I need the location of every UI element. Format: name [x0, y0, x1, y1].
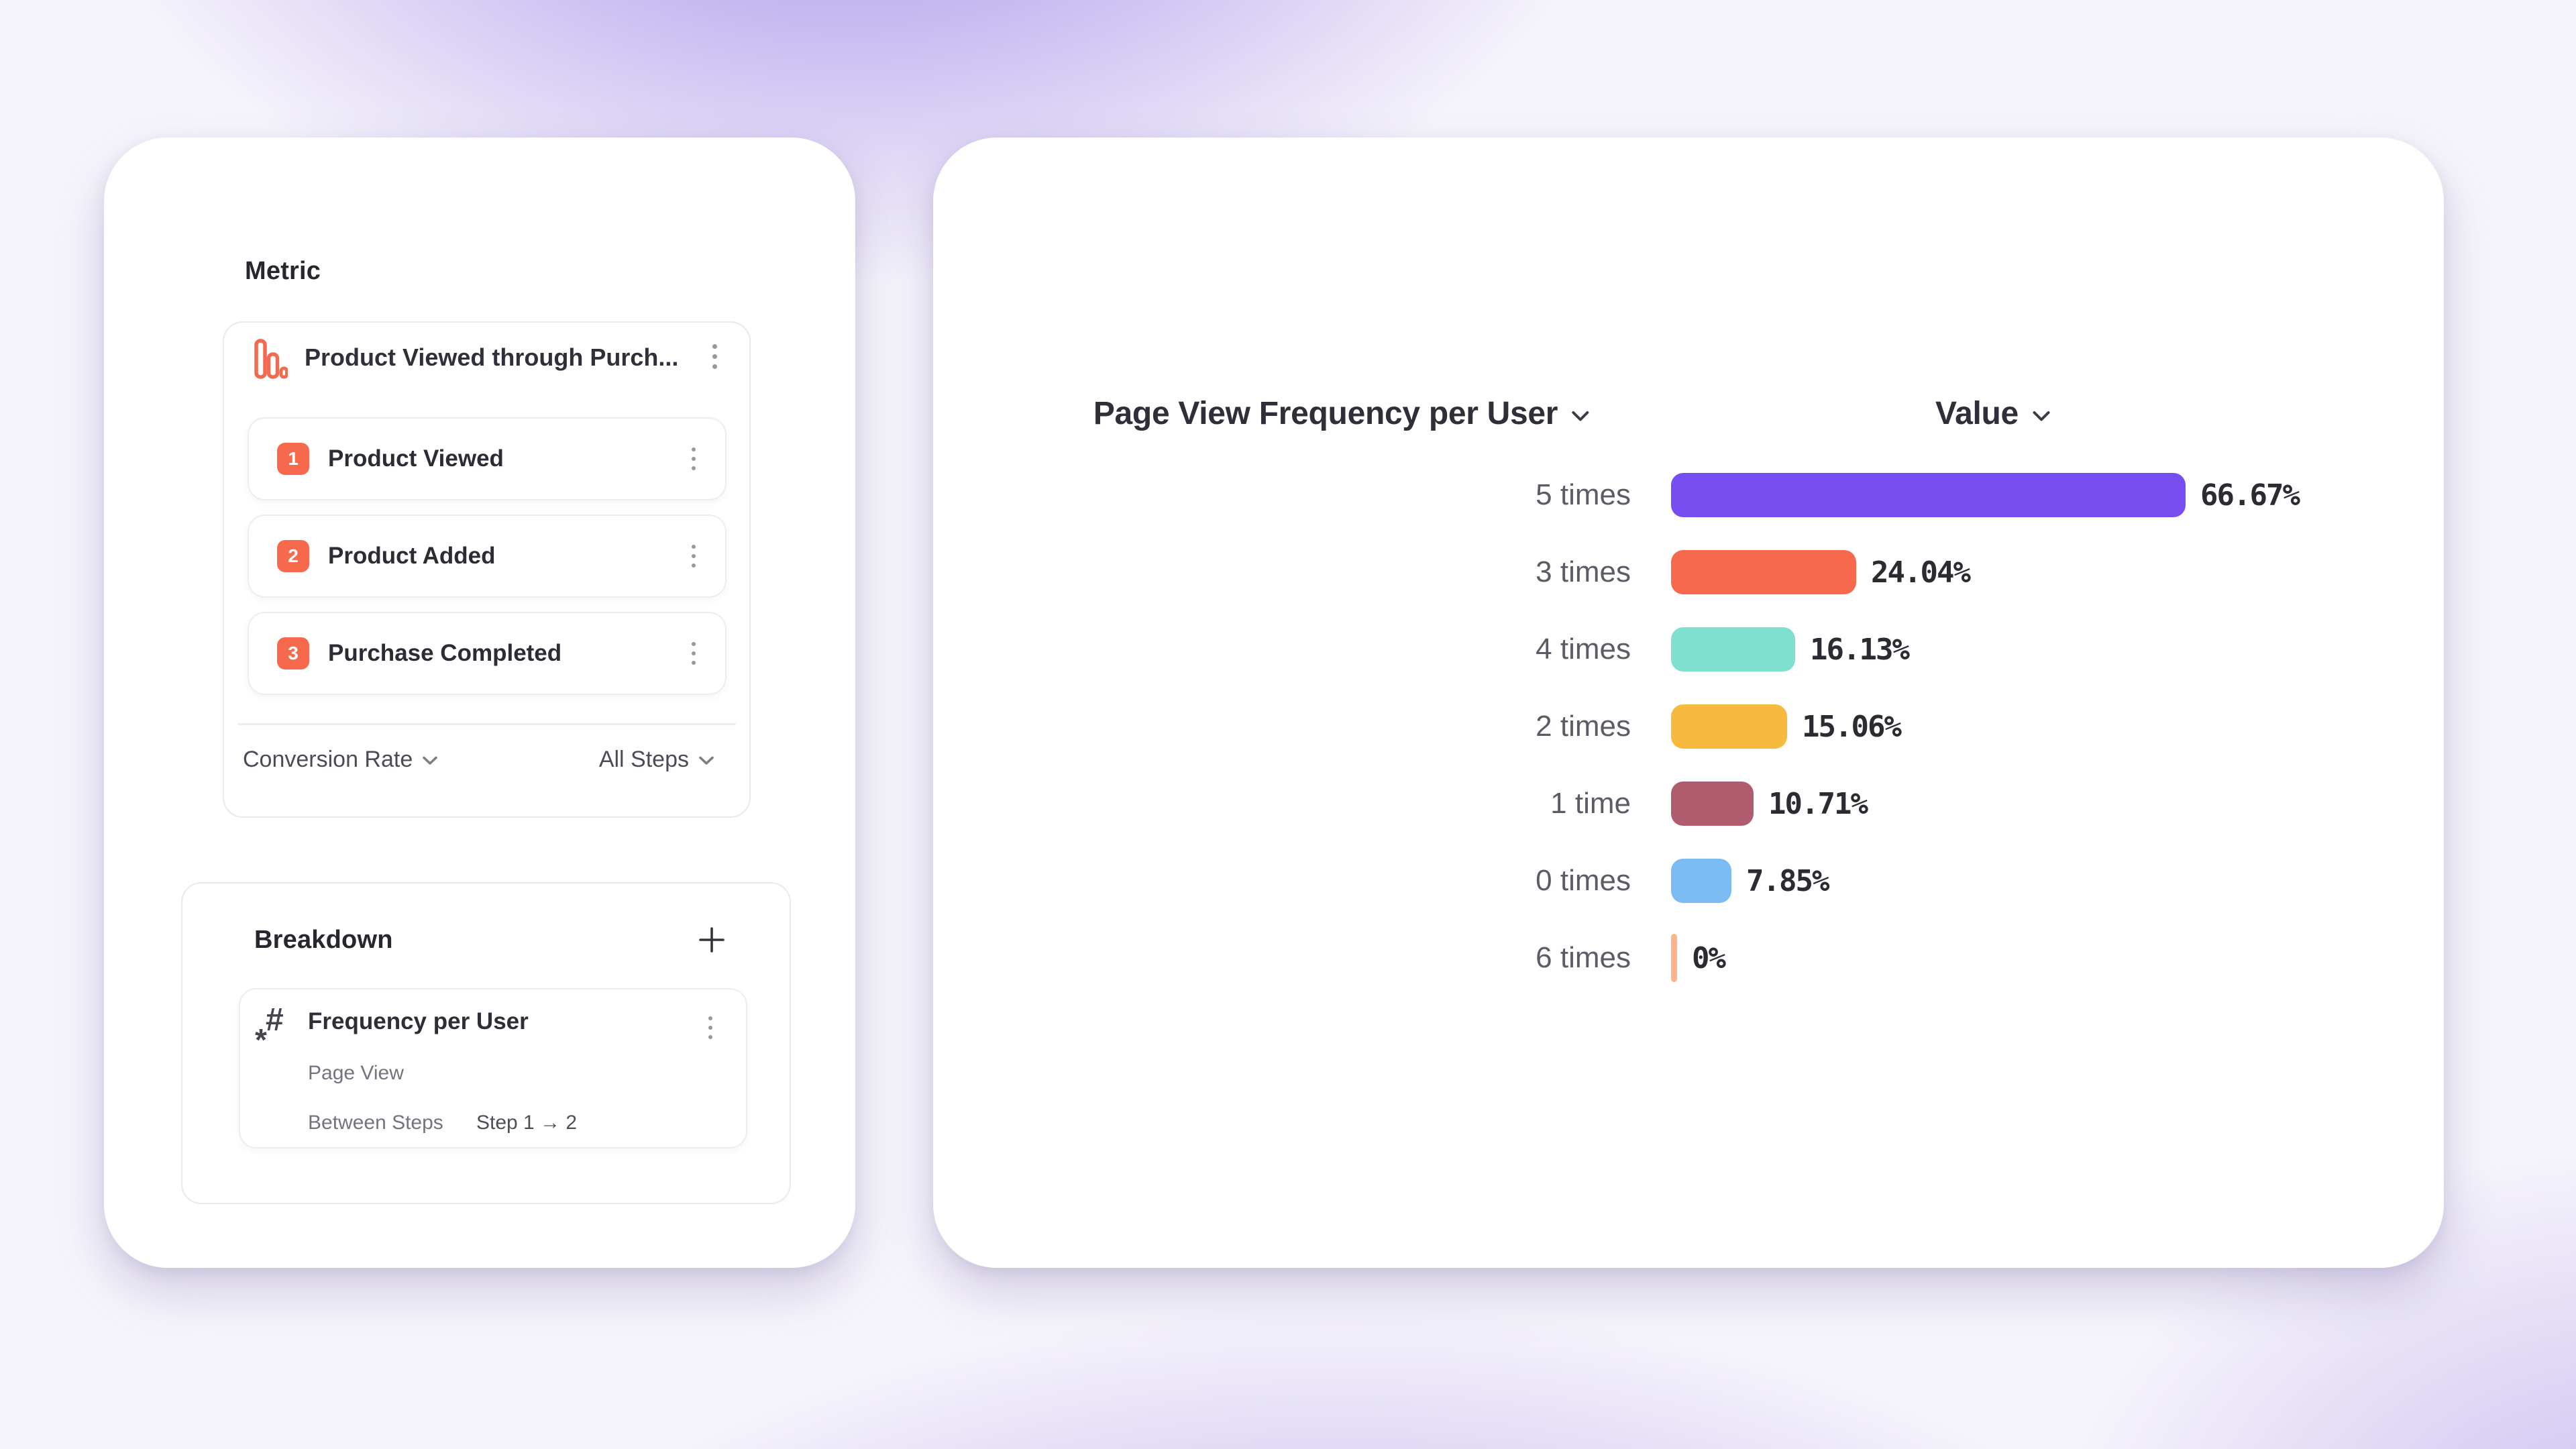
category-label: 3 times	[1536, 555, 1631, 588]
chart-row: 5 times 66.67%	[933, 473, 2444, 517]
kebab-menu-icon[interactable]	[708, 340, 721, 373]
breakdown-scope-value: Step 1 → 2	[476, 1112, 578, 1134]
value-column-header: Value	[1935, 395, 2019, 431]
breakdown-property-card[interactable]: # * Frequency per User Page View Between …	[239, 988, 747, 1148]
funnel-step[interactable]: 1 Product Viewed	[248, 417, 727, 500]
chevron-down-icon	[1572, 411, 1589, 421]
value-column-dropdown[interactable]: Value	[1935, 390, 2051, 437]
chart-row: 6 times 0%	[933, 934, 2444, 982]
step-label: Product Viewed	[328, 445, 504, 472]
step-number-badge: 3	[277, 637, 309, 669]
step-label: Product Added	[328, 543, 496, 569]
chevron-down-icon	[699, 756, 714, 765]
chart-bar[interactable]	[1671, 859, 1731, 903]
chart-bar[interactable]	[1671, 782, 1754, 826]
chart-row: 0 times 7.85%	[933, 859, 2444, 903]
funnel-step[interactable]: 2 Product Added	[248, 515, 727, 598]
value-label: 15.06%	[1802, 709, 1902, 744]
breakdown-header: Breakdown	[254, 916, 729, 964]
chart-row: 1 time 10.71%	[933, 782, 2444, 826]
chart-bar[interactable]	[1671, 627, 1795, 672]
kebab-menu-icon[interactable]	[704, 1012, 716, 1043]
chart-bar[interactable]	[1671, 473, 2186, 517]
kebab-menu-icon[interactable]	[688, 541, 700, 572]
chart-title-dropdown[interactable]: Page View Frequency per User	[1093, 390, 1590, 437]
add-breakdown-button[interactable]	[694, 922, 729, 957]
chart-bar[interactable]	[1671, 550, 1856, 594]
divider	[237, 723, 736, 725]
metric-footer: Conversion Rate All Steps	[243, 735, 714, 784]
category-label: 1 time	[1550, 787, 1631, 820]
breakdown-card: Breakdown # * Frequency per User Page Vie…	[181, 882, 791, 1204]
category-label: 6 times	[1536, 941, 1631, 974]
metric-section-title: Metric	[245, 257, 321, 285]
measure-dropdown-label: Conversion Rate	[243, 746, 413, 772]
kebab-menu-icon[interactable]	[688, 638, 700, 669]
bar-chart: 5 times 66.67% 3 times 24.04% 4 times 16.13% 2…	[933, 138, 2444, 1268]
value-label: 10.71%	[1768, 786, 1868, 821]
chart-row: 4 times 16.13%	[933, 627, 2444, 672]
chevron-down-icon	[423, 756, 438, 765]
chart-bar[interactable]	[1671, 704, 1787, 749]
category-label: 5 times	[1536, 478, 1631, 511]
value-label: 24.04%	[1871, 555, 1971, 590]
kebab-menu-icon[interactable]	[688, 443, 700, 474]
breakdown-event-label: Page View	[308, 1062, 404, 1084]
value-label: 66.67%	[2200, 478, 2300, 513]
value-label: 16.13%	[1810, 632, 1910, 667]
funnel-chart-icon	[254, 339, 288, 379]
step-label: Purchase Completed	[328, 640, 562, 666]
chart-title: Page View Frequency per User	[1093, 395, 1558, 431]
chart-row: 3 times 24.04%	[933, 550, 2444, 594]
step-number-badge: 2	[277, 540, 309, 572]
category-label: 2 times	[1536, 710, 1631, 743]
chevron-down-icon	[2033, 411, 2050, 421]
value-label: 0%	[1692, 941, 1726, 975]
chart-panel: Page View Frequency per User Value 5 tim…	[933, 138, 2444, 1268]
chart-bar[interactable]	[1671, 934, 1677, 982]
breakdown-property-title: Frequency per User	[308, 1008, 529, 1034]
measure-dropdown[interactable]: Conversion Rate	[243, 747, 438, 773]
funnel-step[interactable]: 3 Purchase Completed	[248, 612, 727, 695]
query-builder-panel: Metric Product Viewed through Purch... 1…	[104, 138, 855, 1268]
breakdown-scope-label: Between Steps	[308, 1112, 443, 1134]
value-label: 7.85%	[1746, 863, 1829, 898]
step-number-badge: 1	[277, 443, 309, 475]
funnel-metric-title: Product Viewed through Purch...	[305, 343, 679, 371]
chart-header: Page View Frequency per User Value	[933, 390, 2444, 437]
steps-filter-dropdown[interactable]: All Steps	[599, 747, 714, 773]
breakdown-section-title: Breakdown	[254, 925, 393, 954]
funnel-metric-row[interactable]: Product Viewed through Purch...	[224, 323, 749, 392]
steps-filter-dropdown-label: All Steps	[598, 746, 689, 772]
numeric-property-icon: # *	[255, 1002, 284, 1057]
category-label: 0 times	[1536, 864, 1631, 897]
chart-row: 2 times 15.06%	[933, 704, 2444, 749]
metric-card: Product Viewed through Purch... 1 Product…	[223, 321, 751, 818]
plus-icon	[699, 927, 724, 953]
category-label: 4 times	[1536, 633, 1631, 665]
